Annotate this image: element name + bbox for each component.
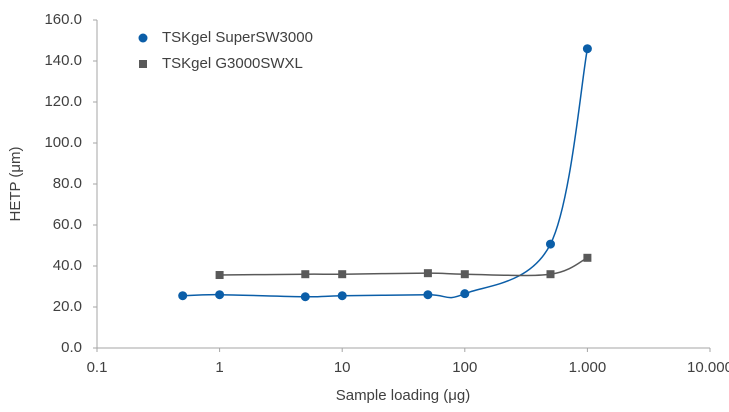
x-axis-title: Sample loading (μg) xyxy=(336,387,471,404)
data-point xyxy=(215,271,224,280)
x-tick-label: 1.000 xyxy=(569,359,607,376)
data-point xyxy=(546,270,555,279)
legend-label: TSKgel G3000SWXL xyxy=(162,55,303,72)
y-tick-label: 60.0 xyxy=(53,216,82,233)
data-point xyxy=(460,289,470,299)
data-point xyxy=(423,269,432,278)
legend-label: TSKgel SuperSW3000 xyxy=(162,29,313,46)
y-tick-label: 160.0 xyxy=(44,11,82,28)
data-point xyxy=(337,291,347,301)
series-line xyxy=(182,48,589,299)
x-tick-label: 0.1 xyxy=(87,359,108,376)
y-tick-label: 100.0 xyxy=(44,134,82,151)
data-point xyxy=(460,270,469,279)
data-point xyxy=(545,239,555,249)
y-axis-title: HETP (μm) xyxy=(7,146,24,221)
x-tick-label: 1 xyxy=(215,359,223,376)
y-tick-label: 80.0 xyxy=(53,175,82,192)
y-tick-label: 120.0 xyxy=(44,93,82,110)
legend-marker xyxy=(139,60,147,68)
data-point xyxy=(301,270,310,279)
y-tick-label: 40.0 xyxy=(53,257,82,274)
x-tick-label: 10 xyxy=(334,359,351,376)
data-point xyxy=(583,253,592,262)
data-point xyxy=(178,291,188,301)
x-tick-label: 100 xyxy=(452,359,477,376)
y-tick-label: 140.0 xyxy=(44,52,82,69)
data-point xyxy=(215,290,225,300)
data-point xyxy=(582,44,592,54)
legend-marker xyxy=(138,33,148,43)
y-tick-label: 20.0 xyxy=(53,298,82,315)
data-point xyxy=(423,290,433,300)
x-tick-label: 10.000 xyxy=(687,359,729,376)
data-point xyxy=(300,292,310,302)
y-tick-label: 0.0 xyxy=(61,339,82,356)
data-point xyxy=(338,270,347,279)
